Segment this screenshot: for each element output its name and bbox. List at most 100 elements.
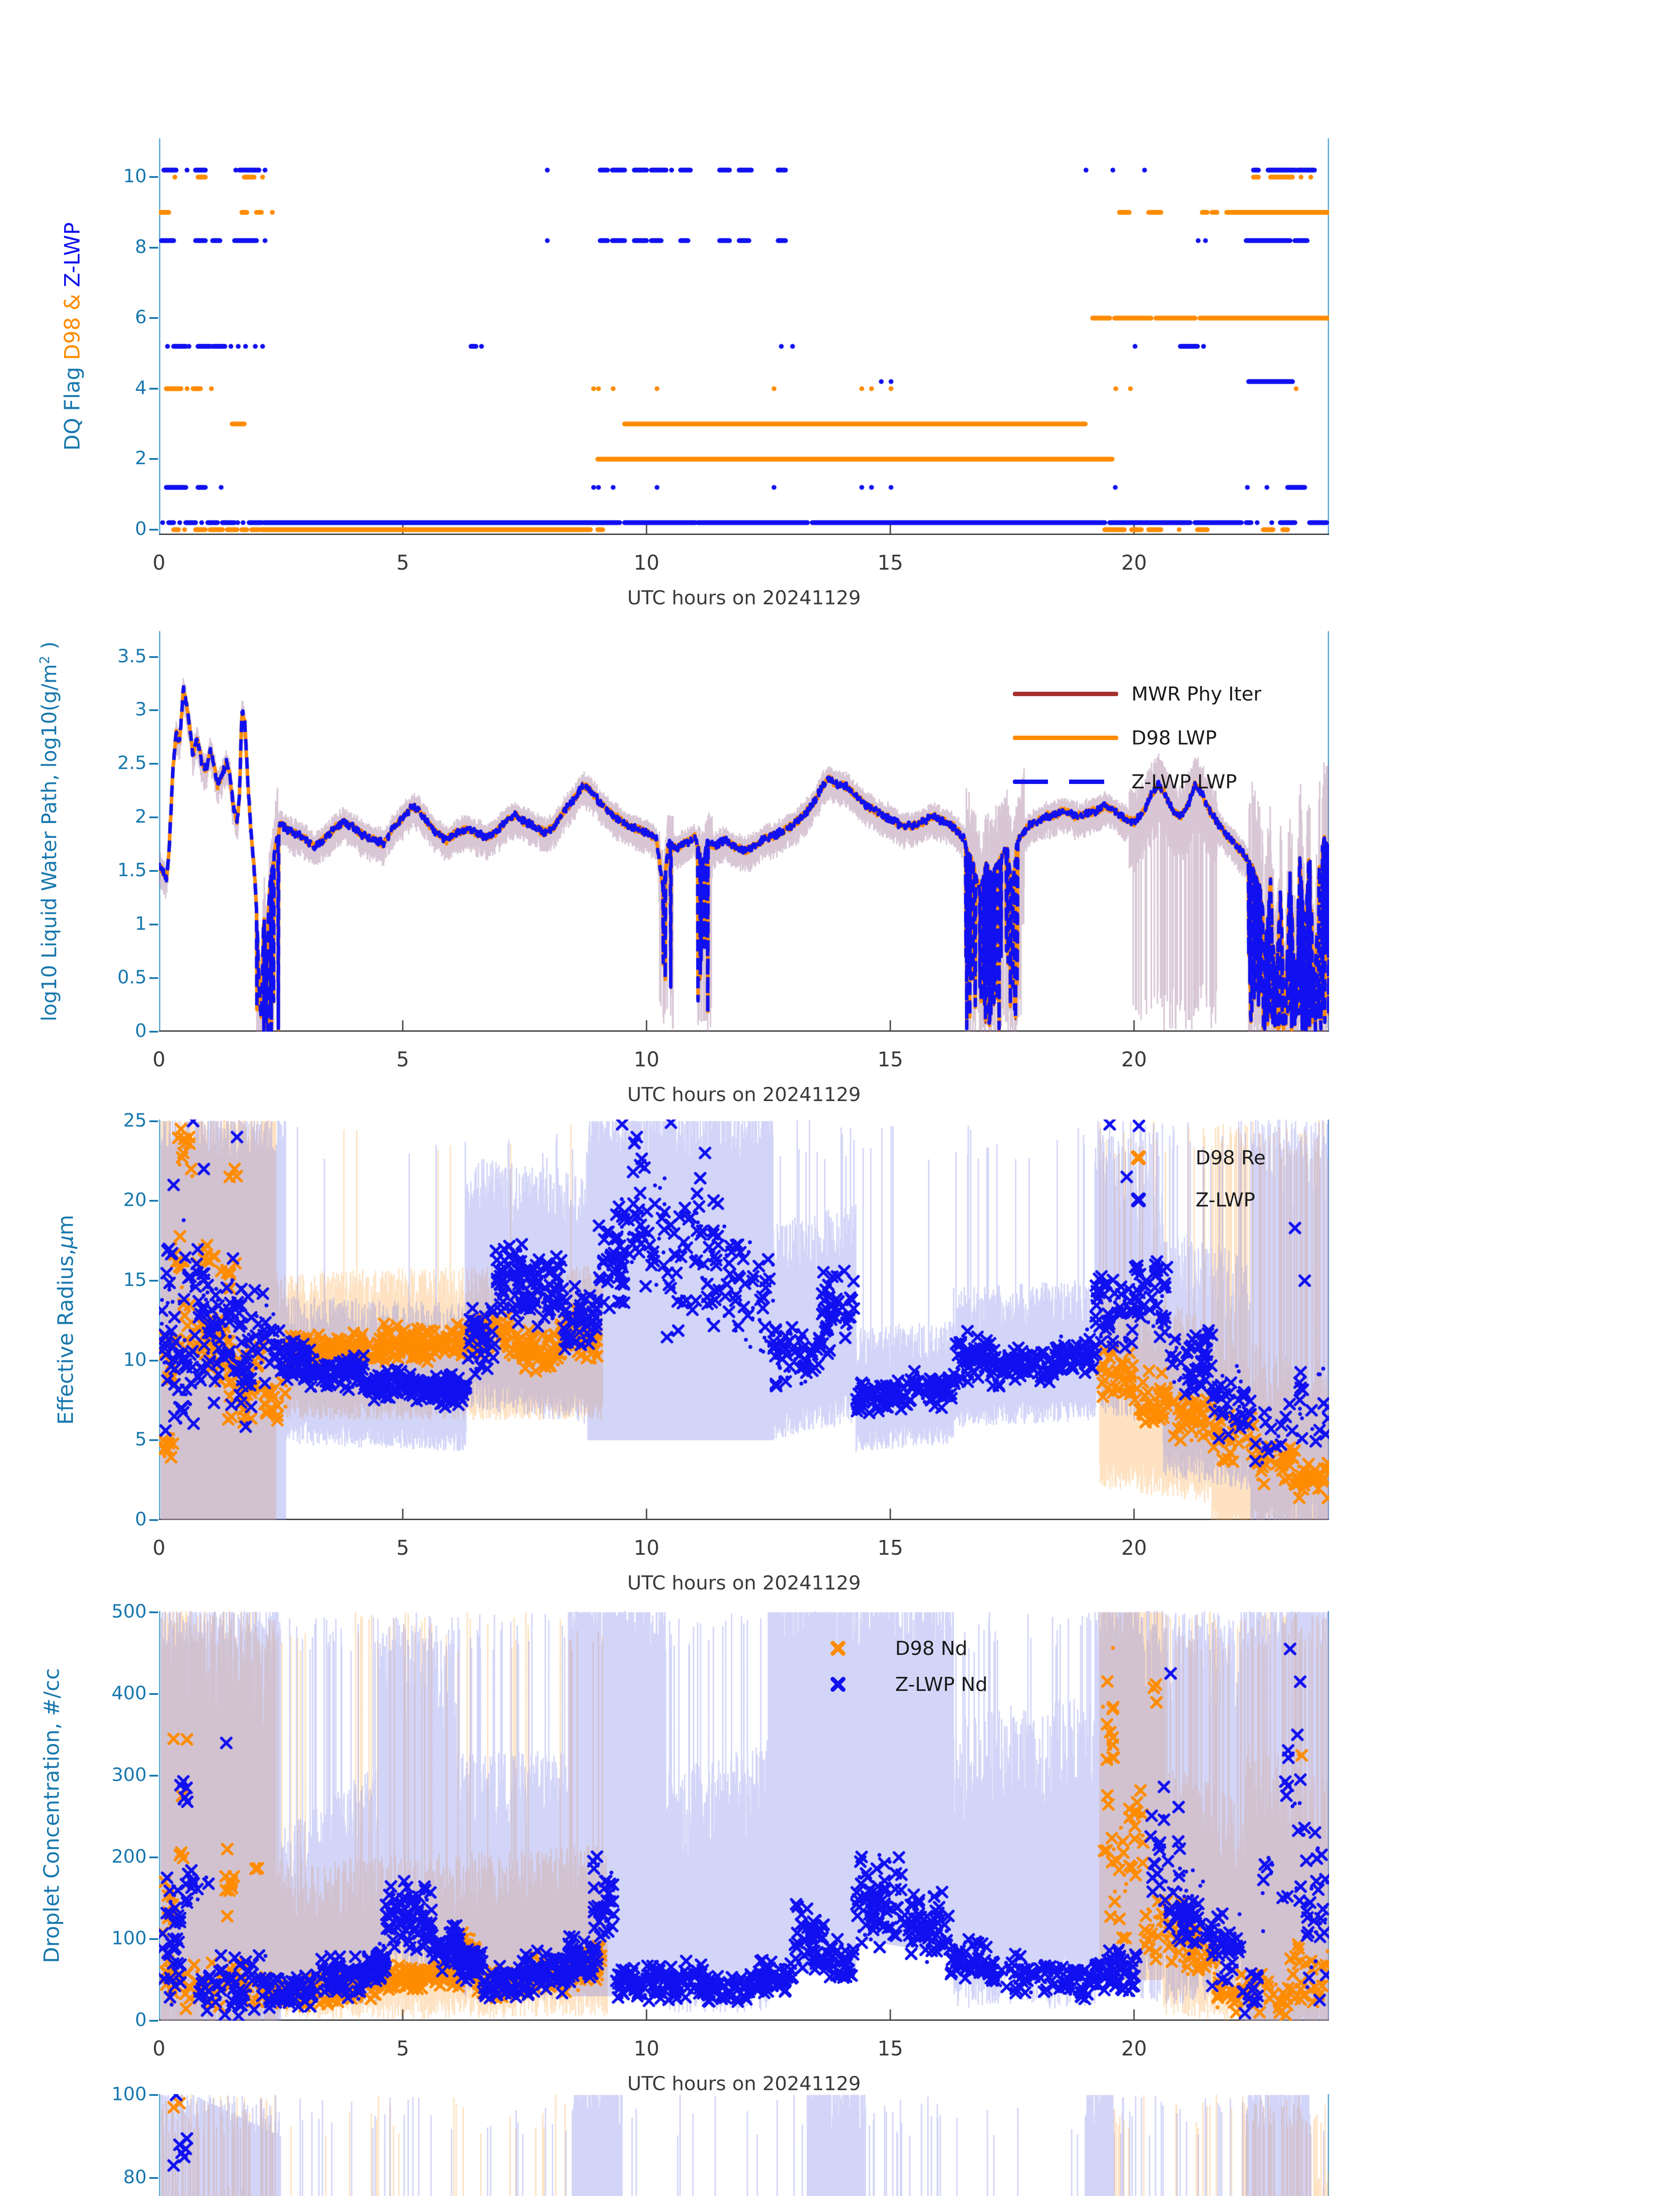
- y-tick-mark: [149, 246, 158, 249]
- y-tick-label: 400: [111, 1682, 147, 1704]
- y-tick-label: 80: [123, 2166, 147, 2188]
- y-axis-label-part: m: [54, 1214, 78, 1235]
- y-tick-label: 6: [135, 306, 147, 328]
- legend-label: D98 LWP: [1131, 726, 1217, 749]
- x-tick-label: 15: [877, 2037, 903, 2060]
- y-tick-label: 2: [135, 805, 147, 827]
- y-tick-mark: [149, 528, 158, 531]
- legend-item: MWR Phy Iter: [1013, 672, 1261, 716]
- y-tick-label: 0: [135, 517, 147, 539]
- y-tick-mark: [149, 2094, 158, 2096]
- legend-label: Z-LWP LWP: [1131, 770, 1237, 793]
- effective-radius-legend: D98 Re Z-LWP: [1130, 1137, 1266, 1221]
- y-tick-mark: [149, 1774, 158, 1777]
- y-tick-mark: [149, 763, 158, 765]
- x-tick-label: 5: [396, 1047, 409, 1071]
- dq-flag-y-axis-label: DQ Flag D98 & Z-LWP: [60, 222, 85, 451]
- x-axis-label-3: UTC hours on 20241129: [627, 1572, 861, 1594]
- y-tick-mark: [149, 1031, 158, 1033]
- legend-label: MWR Phy Iter: [1131, 683, 1261, 705]
- y-tick-mark: [149, 458, 158, 460]
- x-tick-label: 10: [633, 1536, 660, 1560]
- y-tick-label: 10: [123, 165, 147, 187]
- x-tick-label: 0: [152, 1047, 166, 1071]
- y-tick-label: 0: [135, 2009, 147, 2030]
- y-tick-mark: [149, 1120, 158, 1122]
- y-tick-label: 5: [135, 1428, 147, 1450]
- droplet-concentration-plot: [159, 1611, 1329, 2021]
- x-tick-label: 10: [633, 2037, 660, 2060]
- y-tick-label: 3.5: [117, 645, 147, 667]
- y-tick-mark: [149, 870, 158, 872]
- x-axis-label-4: UTC hours on 20241129: [627, 2073, 861, 2095]
- x-marker-icon: [1130, 1149, 1147, 1167]
- y-tick-label: 15: [123, 1268, 147, 1290]
- y-tick-mark: [149, 977, 158, 979]
- y-tick-mark: [149, 1279, 158, 1282]
- legend-label: Z-LWP: [1196, 1188, 1255, 1211]
- x-tick-label: 15: [877, 1047, 903, 1071]
- effective-radius-y-axis-label: Effective Radius,μm: [54, 1215, 78, 1425]
- x-tick-label: 15: [877, 551, 903, 574]
- y-tick-label: 1: [135, 913, 147, 935]
- y-tick-label: 25: [123, 1109, 147, 1131]
- effective-radius-plot: [159, 1120, 1329, 1520]
- y-tick-label: 1.5: [117, 859, 147, 881]
- legend-item: Z-LWP: [1130, 1179, 1266, 1221]
- y-tick-label: 10: [123, 1348, 147, 1370]
- y-tick-mark: [149, 924, 158, 926]
- y-tick-mark: [149, 1519, 158, 1521]
- y-tick-label: 100: [111, 1927, 147, 1949]
- y-tick-label: 2.5: [117, 752, 147, 774]
- y-tick-mark: [149, 1693, 158, 1695]
- y-tick-label: 0: [135, 1508, 147, 1530]
- y-tick-label: 3: [135, 698, 147, 720]
- y-tick-label: 20: [123, 1189, 147, 1211]
- y-tick-mark: [149, 1439, 158, 1441]
- x-tick-label: 0: [152, 2037, 166, 2060]
- d98-line-swatch-icon: [1013, 736, 1118, 740]
- lwp-y-axis-label: log10 Liquid Water Path, log10(g/m2 ): [37, 641, 61, 1021]
- legend-label: Z-LWP Nd: [895, 1673, 988, 1696]
- x-tick-label: 5: [396, 2037, 409, 2060]
- y-tick-label: 4: [135, 376, 147, 398]
- mwr-line-swatch-icon: [1013, 692, 1118, 696]
- x-tick-label: 0: [152, 551, 166, 574]
- y-tick-label: 300: [111, 1763, 147, 1785]
- x-tick-label: 20: [1121, 551, 1147, 574]
- y-axis-label-part: Droplet Concentration, #/cc: [40, 1668, 64, 1963]
- x-tick-label: 20: [1121, 1047, 1147, 1071]
- zlwp-dashed-line-swatch-icon: [1013, 780, 1118, 784]
- y-tick-mark: [149, 176, 158, 178]
- y-tick-mark: [149, 1938, 158, 1940]
- y-tick-mark: [149, 709, 158, 712]
- x-axis-label-1: UTC hours on 20241129: [627, 587, 861, 609]
- y-tick-label: 100: [111, 2083, 147, 2105]
- legend-item: D98 Re: [1130, 1137, 1266, 1179]
- y-tick-label: 200: [111, 1845, 147, 1867]
- x-marker-icon: [1130, 1191, 1147, 1209]
- y-tick-mark: [149, 1359, 158, 1362]
- y-tick-label: 8: [135, 235, 147, 257]
- droplet-concentration-y-axis-label: Droplet Concentration, #/cc: [40, 1668, 64, 1963]
- legend-label: D98 Re: [1196, 1146, 1266, 1169]
- x-marker-icon: [829, 1676, 847, 1693]
- x-tick-label: 10: [633, 1047, 660, 1071]
- y-tick-mark: [149, 1200, 158, 1202]
- y-tick-mark: [149, 2020, 158, 2022]
- x-marker-icon: [829, 1640, 847, 1657]
- y-axis-label-part: DQ Flag: [60, 360, 85, 451]
- legend-item: D98 Nd: [829, 1630, 988, 1666]
- x-tick-label: 5: [396, 1536, 409, 1560]
- y-axis-label-part: μ: [54, 1235, 78, 1249]
- x-tick-label: 20: [1121, 1536, 1147, 1560]
- y-tick-label: 0: [135, 1020, 147, 1041]
- x-tick-label: 0: [152, 1536, 166, 1560]
- y-tick-mark: [149, 1856, 158, 1858]
- dq-flag-plot: [159, 138, 1329, 535]
- y-tick-mark: [149, 656, 158, 658]
- lwp-legend: MWR Phy Iter D98 LWP Z-LWP LWP: [1013, 672, 1261, 804]
- y-tick-label: 2: [135, 447, 147, 469]
- legend-item: Z-LWP Nd: [829, 1666, 988, 1702]
